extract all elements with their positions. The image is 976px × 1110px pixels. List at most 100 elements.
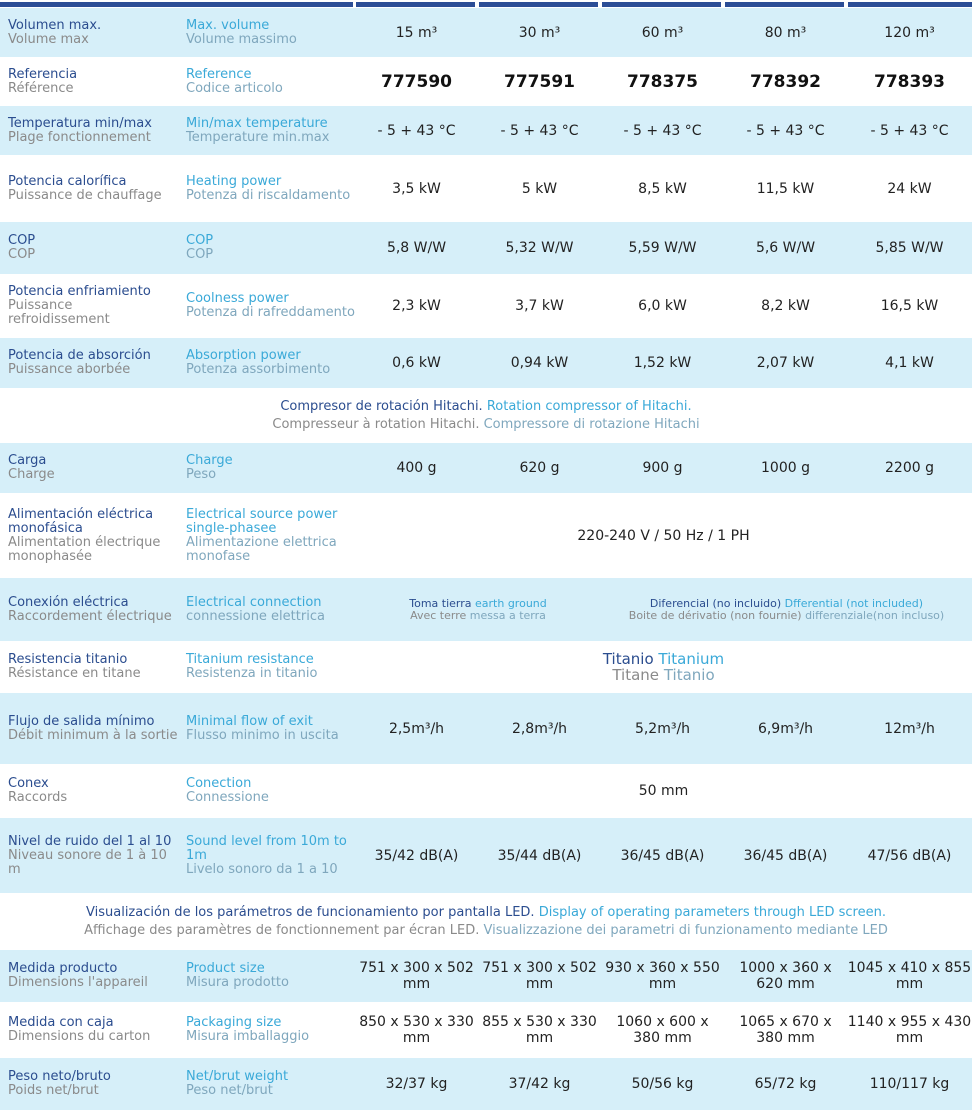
value-cell: 855 x 530 x 330 mm [482,1014,597,1046]
table-row: Medida con caja Dimensions du carton Packa… [0,1002,972,1058]
value-cell: 24 kW [887,180,932,197]
value-cell: 5,32 W/W [505,240,574,256]
label-en: Absorption power [186,348,301,363]
table-row: Volumen max. Volume max Max. volume Volume … [0,8,972,57]
split-it: messa a terra [469,608,546,622]
label-es-fr: Carga Charge [0,443,178,493]
value-cell: 5,6 W/W [755,240,816,256]
note-es: Compresor de rotación Hitachi. [280,398,483,414]
table-row: COP COP COP COP 5,8 W/W 5,32 W/W 5,59 W/W 5,6 W… [0,222,972,274]
multi-it: Titanio [663,666,715,684]
label-es-fr: Conexión eléctrica Raccordement électriqu… [0,578,178,641]
label-it: Livelo sonoro da 1 a 10 [186,861,338,877]
value-cell: 5,2m³/h [634,720,691,737]
label-es: Carga [8,453,47,468]
label-it: Potenza di riscaldamento [186,187,351,203]
note-row: Compresor de rotación Hitachi. Rotation … [0,388,972,443]
table-row: Referencia Référence Reference Codice artic… [0,57,972,106]
label-es-fr: Flujo de salida mínimo Débit minimum à la… [0,693,178,764]
note-line: Compresseur à rotation Hitachi. Compress… [0,416,972,434]
value-cell: 778393 [874,71,945,92]
label-es: Potencia calorífica [8,173,127,189]
value-cell: 3,5 kW [392,180,441,197]
label-en: Heating power [186,173,282,189]
label-es: Temperatura min/max [8,115,152,131]
value-cell: 12m³/h [884,720,935,737]
label-es-fr: Alimentación eléctrica monofásica Aliment… [0,493,178,578]
split-line: Diferencial (no incluido) Dfferential (n… [601,597,972,610]
label-es-fr: Temperatura min/max Plage fonctionnement [0,106,178,155]
note-it: Visualizzazione dei parametri di funzion… [483,922,888,938]
label-en: Min/max temperature [186,115,328,131]
label-es-fr: Medida producto Dimensions l'appareil [0,950,178,1002]
value-cell: 2,07 kW [756,355,815,371]
label-es-fr: Nivel de ruido del 1 al 10 Niveau sonore … [0,818,178,893]
note-es: Visualización de los parámetros de funci… [86,904,535,920]
label-it: connessione elettrica [186,608,325,624]
header-bar [725,2,844,7]
note-fr: Affichage des paramètres de fonctionneme… [84,922,480,938]
label-es-fr: Referencia Référence [0,57,178,106]
label-es: Nivel de ruido del 1 al 10 [8,833,172,849]
label-it: Volume massimo [186,31,297,47]
label-en-it: Sound level from 10m to 1m Livelo sonoro … [178,818,355,893]
value-cell: 1140 x 955 x 430 mm [847,1014,972,1046]
value-span: 220-240 V / 50 Hz / 1 PH [577,527,750,544]
spec-table: Volumen max. Volume max Max. volume Volume … [0,8,972,1110]
value-split: Toma tierra earth ground Avec terre messa… [355,578,601,641]
multi-es: Titanio [602,650,654,668]
value-cell: 5,85 W/W [875,240,944,256]
note-line: Compresor de rotación Hitachi. Rotation … [0,398,972,416]
label-en: Net/brut weight [186,1069,289,1084]
label-es-fr: Potencia enfriamiento Puissance refroidis… [0,274,178,338]
table-row: Conex Raccords Conection Connessione 50 mm [0,764,972,818]
label-it: Misura prodotto [186,975,289,990]
value-cell: 80 m³ [764,24,807,41]
value-cell: 16,5 kW [880,298,939,314]
label-fr: Plage fonctionnement [8,129,151,145]
split-line: Avec terre messa a terra [355,608,601,622]
value-cell: 35/42 dB(A) [374,847,459,864]
value-cell: 1060 x 600 x 380 mm [616,1014,709,1046]
value-cell: 2,3 kW [392,298,441,314]
multi-en: Titanium [658,650,725,668]
label-en-it: Charge Peso [178,443,355,493]
label-fr: Niveau sonore de 1 à 10 m [8,847,167,877]
label-it: Potenza di rafreddamento [186,305,355,320]
label-es: COP [8,233,36,248]
label-en-it: Heating power Potenza di riscaldamento [178,155,355,222]
label-en-it: Absorption power Potenza assorbimento [178,338,355,388]
label-fr: Raccords [8,790,68,805]
value-cell: 6,0 kW [638,298,687,314]
label-it: Resistenza in titanio [186,666,318,681]
table-row: Flujo de salida mínimo Débit minimum à la… [0,693,972,764]
label-en-it: Titanium resistance Resistenza in titanio [178,641,355,693]
note-cell: Visualización de los parámetros de funci… [0,893,972,950]
label-es-fr: Conex Raccords [0,764,178,818]
multi-line: Titane Titanio [355,667,972,683]
value-cell: 751 x 300 x 502 mm [359,960,474,992]
value-cell: 30 m³ [518,24,561,41]
label-es-fr: Medida con caja Dimensions du carton [0,1002,178,1058]
note-en: Rotation compressor of Hitachi. [486,398,692,414]
label-it: Connessione [186,790,269,805]
value-cell: 1,52 kW [633,355,692,371]
multi-line: Titanio Titanium [355,651,972,667]
value-cell: - 5 + 43 °C [500,122,579,139]
value-cell: 8,2 kW [761,298,810,314]
table-row: Temperatura min/max Plage fonctionnement M… [0,106,972,155]
label-es: Referencia [8,66,78,82]
split-it: differenziale(non incluso) [805,608,945,622]
value-cell: 1045 x 410 x 855 mm [847,960,972,992]
label-fr: Résistance en titane [8,666,141,681]
label-it: Flusso minimo in uscita [186,727,339,743]
label-fr: Puissance de chauffage [8,187,162,203]
split-es: Toma tierra [409,596,472,610]
note-row: Visualización de los parámetros de funci… [0,893,972,950]
value-cell: - 5 + 43 °C [623,122,702,139]
value-span: 50 mm [638,783,689,799]
label-es: Resistencia titanio [8,652,128,667]
value-cell: 751 x 300 x 502 mm [482,960,597,992]
table-row: Peso neto/bruto Poids net/brut Net/brut we… [0,1058,972,1110]
